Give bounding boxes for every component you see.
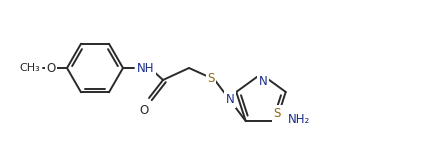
Text: S: S [274, 107, 281, 120]
Text: O: O [46, 62, 56, 74]
Text: CH₃: CH₃ [19, 63, 40, 73]
Text: NH: NH [137, 62, 155, 74]
Text: S: S [207, 71, 215, 85]
Text: N: N [258, 75, 267, 88]
Text: NH₂: NH₂ [288, 112, 311, 126]
Text: O: O [139, 104, 149, 117]
Text: N: N [226, 93, 234, 106]
